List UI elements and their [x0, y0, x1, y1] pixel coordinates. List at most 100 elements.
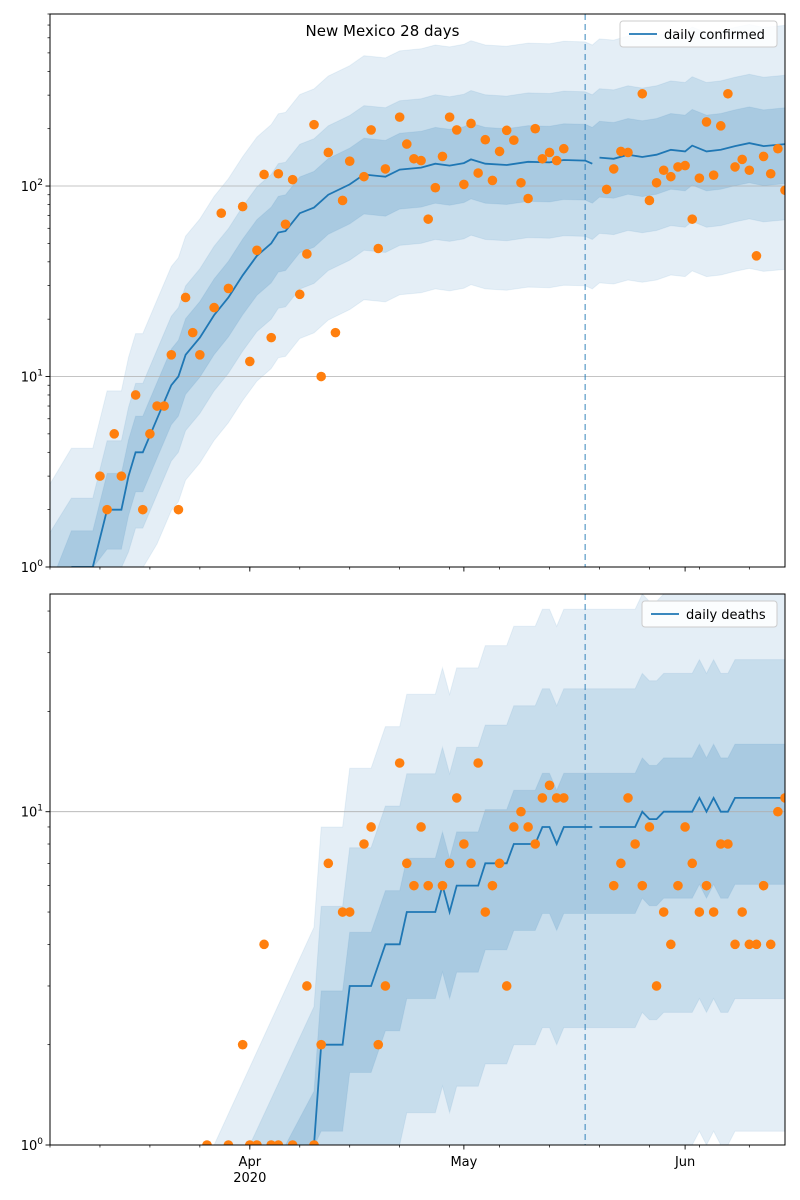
confirmed-point-29: [323, 147, 334, 158]
confirmed-point-82: [758, 151, 769, 162]
confirmed-point-43: [437, 151, 448, 162]
ytick-base: 10: [21, 1139, 38, 1154]
deaths-point-6: [266, 1140, 277, 1145]
confirmed-point-52: [501, 125, 512, 136]
deaths-point-30: [480, 907, 491, 917]
deaths-xtick-label-1: May: [450, 1155, 477, 1170]
confirmed-point-3: [116, 471, 127, 481]
deaths-point-2: [237, 1039, 248, 1050]
deaths-point-29: [473, 758, 483, 768]
confirmed-point-26: [302, 249, 312, 259]
confirmed-point-17: [237, 201, 248, 212]
deaths-point-35: [516, 806, 526, 817]
deaths-point-25: [444, 858, 455, 869]
confirmed-point-33: [359, 171, 369, 182]
confirmed-point-18: [245, 356, 255, 367]
deaths-point-32: [494, 858, 505, 869]
deaths-point-12: [323, 858, 334, 869]
deaths-point-51: [673, 880, 683, 891]
deaths-point-19: [394, 758, 405, 768]
confirmed-point-59: [551, 155, 562, 166]
confirmed-point-12: [187, 327, 198, 338]
confirmed-point-48: [473, 168, 483, 178]
deaths-point-39: [544, 780, 555, 791]
deaths-point-49: [658, 907, 669, 917]
confirmed-point-68: [658, 165, 669, 176]
deaths-point-48: [651, 981, 662, 991]
deaths-line-1: [599, 795, 785, 828]
deaths-point-40: [551, 793, 562, 803]
deaths-point-36: [523, 822, 533, 832]
deaths-point-5: [259, 939, 269, 950]
deaths-point-1: [223, 1140, 234, 1145]
confirmed-point-75: [708, 170, 719, 180]
confirmed-point-80: [744, 165, 755, 176]
confirmed-point-46: [459, 179, 469, 190]
confirmed-point-20: [259, 169, 269, 180]
confirmed-legend-label: daily confirmed: [664, 28, 765, 43]
deaths-point-22: [416, 822, 426, 832]
confirmed-point-32: [344, 156, 355, 166]
deaths-point-55: [701, 880, 712, 891]
deaths-point-59: [730, 939, 740, 950]
deaths-point-9: [302, 981, 312, 991]
deaths-point-15: [359, 839, 369, 849]
confirmed-point-35: [373, 243, 384, 254]
confirmed-ytick-label-2: 102: [21, 178, 43, 195]
confirmed-point-70: [673, 162, 683, 172]
confirmed-line-0: [71, 158, 593, 567]
deaths-point-37: [530, 839, 541, 849]
ytick-base: 10: [21, 561, 38, 576]
deaths-point-0: [202, 1140, 212, 1145]
confirmed-point-4: [130, 390, 141, 400]
confirmed-point-10: [173, 504, 184, 515]
confirmed-point-56: [530, 123, 541, 134]
confirmed-point-79: [737, 154, 747, 165]
confirmed-ytick-label-1: 101: [21, 369, 43, 386]
deaths-point-58: [723, 839, 733, 849]
deaths-point-54: [694, 907, 705, 917]
deaths-point-44: [623, 793, 633, 803]
ytick-exponent: 1: [37, 369, 43, 379]
confirmed-point-28: [316, 371, 326, 382]
deaths-point-11: [316, 1039, 326, 1050]
confirmed-point-13: [195, 350, 205, 360]
confirmed-point-23: [280, 219, 291, 230]
confirmed-point-45: [451, 125, 462, 135]
confirmed-point-86: [787, 178, 797, 188]
deaths-legend-box: [641, 600, 778, 628]
confirmed-point-16: [223, 283, 234, 294]
confirmed-point-61: [601, 184, 612, 195]
confirmed-point-37: [394, 112, 405, 122]
ytick-exponent: 0: [37, 559, 43, 569]
confirmed-ytick-label-0: 100: [21, 559, 44, 576]
deaths-legend-label: daily deaths: [686, 608, 766, 623]
deaths-point-3: [245, 1140, 255, 1145]
deaths-ytick-label-0: 100: [21, 1137, 44, 1154]
deaths-point-46: [637, 880, 648, 891]
confirmed-point-8: [159, 401, 169, 411]
confirmed-point-25: [294, 289, 305, 300]
confirmed-plot-area: [50, 14, 797, 567]
deaths-point-28: [466, 858, 476, 869]
confirmed-band-0: [50, 23, 785, 567]
ytick-exponent: 2: [37, 178, 43, 188]
confirmed-point-67: [651, 177, 662, 188]
confirmed-point-1: [102, 504, 112, 515]
deaths-ytick-label-1: 101: [21, 804, 43, 821]
confirmed-point-36: [380, 164, 391, 174]
confirmed-point-2: [109, 429, 120, 439]
deaths-point-16: [366, 822, 376, 832]
confirmed-point-47: [466, 118, 476, 129]
deaths-point-17: [373, 1039, 384, 1050]
ytick-base: 10: [21, 371, 38, 386]
confirmed-point-78: [730, 162, 740, 172]
confirmed-point-30: [330, 327, 341, 338]
confirmed-point-24: [287, 174, 298, 185]
confirmed-point-63: [616, 146, 626, 157]
deaths-point-18: [380, 981, 391, 991]
deaths-point-50: [666, 939, 676, 950]
confirmed-point-71: [680, 160, 690, 171]
